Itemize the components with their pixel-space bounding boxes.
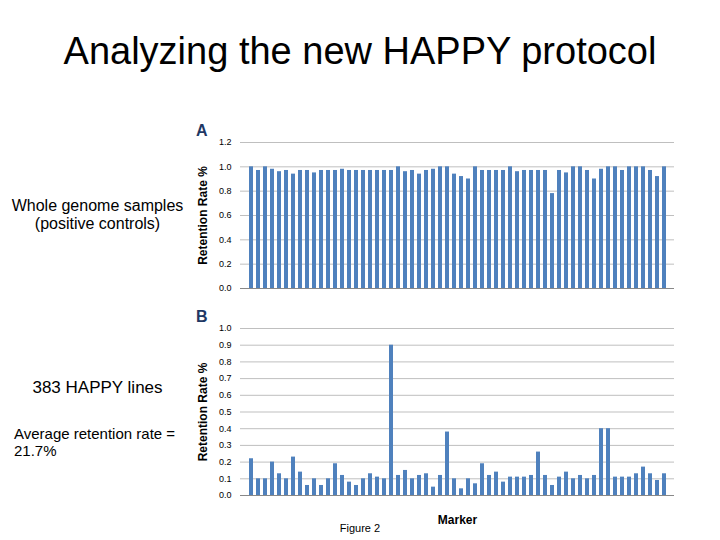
svg-text:Marker: Marker: [438, 513, 478, 527]
svg-text:1.2: 1.2: [219, 137, 232, 147]
svg-text:0.6: 0.6: [219, 210, 232, 220]
svg-text:0.5: 0.5: [219, 407, 232, 417]
html-text:Figure 2: Figure 2: [339, 522, 381, 534]
svg-text:1.0: 1.0: [219, 323, 232, 333]
html-text:Analyzing the new HAPPY protoc: Analyzing the new HAPPY protocol: [63, 30, 657, 72]
svg-text:0.4: 0.4: [219, 424, 232, 434]
svg-text:0.1: 0.1: [219, 474, 232, 484]
svg-text:0.9: 0.9: [219, 340, 232, 350]
svg-text:0.3: 0.3: [219, 440, 232, 450]
svg-text:0.7: 0.7: [219, 373, 232, 383]
html-text:B: B: [196, 308, 208, 325]
svg-text:0.2: 0.2: [219, 457, 232, 467]
svg-text:0.6: 0.6: [219, 390, 232, 400]
svg-text:0.4: 0.4: [219, 235, 232, 245]
svg-text:1.0: 1.0: [219, 162, 232, 172]
html-text:Average retention rate = 21.7%: Average retention rate = 21.7%: [14, 425, 176, 459]
svg-text:0.2: 0.2: [219, 259, 232, 269]
svg-text:Retention Rate %: Retention Rate %: [196, 362, 210, 461]
svg-text:0.0: 0.0: [219, 283, 232, 293]
html-text:Whole genome samples (positive: Whole genome samples (positive controls): [11, 197, 184, 232]
html-text:383 HAPPY lines: 383 HAPPY lines: [32, 378, 163, 397]
svg-text:Retention Rate %: Retention Rate %: [196, 166, 210, 265]
svg-text:0.0: 0.0: [219, 490, 232, 500]
svg-text:0.8: 0.8: [219, 357, 232, 367]
svg-text:0.8: 0.8: [219, 186, 232, 196]
html-text:A: A: [196, 122, 208, 139]
